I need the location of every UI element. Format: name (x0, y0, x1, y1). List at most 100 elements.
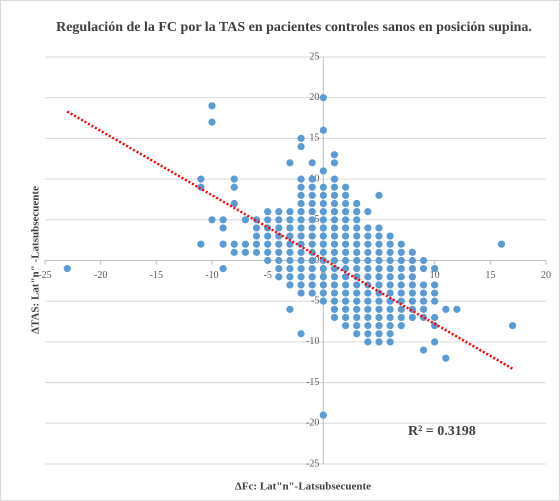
point (375, 224, 383, 232)
point (397, 313, 405, 322)
point (264, 248, 272, 256)
point (241, 240, 249, 248)
point (63, 265, 71, 273)
point (286, 305, 294, 313)
point (286, 232, 294, 240)
y-axis-title: ΔTAS: Lat"n" -Latsubsecuente (30, 186, 42, 334)
point (386, 305, 394, 313)
y-tick-label: -25 (306, 458, 319, 469)
point (319, 224, 327, 232)
x-tick-label: 20 (541, 270, 551, 281)
point (286, 159, 294, 167)
point (286, 281, 294, 289)
point (342, 297, 350, 305)
point (419, 256, 428, 265)
point (319, 289, 327, 297)
point (386, 281, 394, 289)
point (364, 273, 372, 281)
point (330, 183, 339, 191)
point (375, 330, 383, 338)
point (364, 297, 372, 305)
point (230, 248, 238, 256)
point (353, 199, 361, 208)
point (264, 256, 272, 265)
point (353, 289, 361, 297)
point (319, 411, 327, 419)
point (342, 216, 350, 224)
point (342, 191, 350, 199)
point (431, 281, 439, 289)
point (208, 118, 216, 126)
point (386, 313, 394, 322)
point (308, 256, 316, 265)
point (319, 265, 327, 273)
point (297, 208, 305, 216)
point (508, 322, 517, 330)
point (386, 322, 394, 330)
point (353, 224, 361, 232)
point (431, 338, 439, 346)
point (330, 240, 339, 248)
point (252, 248, 261, 256)
point (264, 232, 272, 240)
x-tick-label: 15 (485, 270, 495, 281)
point (275, 216, 283, 224)
point (308, 232, 316, 240)
point (319, 240, 327, 248)
point (286, 216, 294, 224)
point (397, 281, 405, 289)
point (342, 240, 350, 248)
point (330, 265, 339, 273)
point (252, 232, 261, 240)
point (364, 305, 372, 313)
point (297, 248, 305, 256)
point (408, 273, 416, 281)
point (330, 297, 339, 305)
x-tick-label: 10 (430, 270, 440, 281)
point (342, 281, 350, 289)
point (319, 126, 327, 134)
point (319, 208, 327, 216)
point (364, 256, 372, 265)
point (308, 240, 316, 248)
point (353, 208, 361, 216)
point (330, 208, 339, 216)
point (386, 232, 394, 240)
point (330, 159, 339, 167)
point (230, 199, 238, 208)
point (330, 289, 339, 297)
point (197, 240, 205, 248)
point (297, 265, 305, 273)
point (375, 248, 383, 256)
point (297, 216, 305, 224)
point (252, 224, 261, 232)
point (219, 224, 227, 232)
point (275, 240, 283, 248)
point (442, 305, 450, 313)
point (342, 313, 350, 322)
y-tick-label: -20 (306, 418, 319, 429)
x-tick-label: -10 (205, 270, 218, 281)
point (319, 281, 327, 289)
x-tick-label: -25 (38, 270, 51, 281)
point (364, 248, 372, 256)
point (353, 313, 361, 322)
point (252, 240, 261, 248)
point (330, 175, 339, 183)
point (375, 191, 383, 199)
y-tick-label: 20 (309, 92, 319, 103)
point (319, 167, 327, 175)
point (408, 289, 416, 297)
point (308, 289, 316, 297)
point (397, 297, 405, 305)
x-tick-label: -20 (94, 270, 107, 281)
point (241, 248, 249, 256)
point (397, 305, 405, 313)
point (353, 232, 361, 240)
r-squared: R² = 0.3198 (408, 424, 476, 439)
point (286, 265, 294, 273)
point (353, 297, 361, 305)
point (319, 183, 327, 191)
point (364, 313, 372, 322)
point (342, 248, 350, 256)
